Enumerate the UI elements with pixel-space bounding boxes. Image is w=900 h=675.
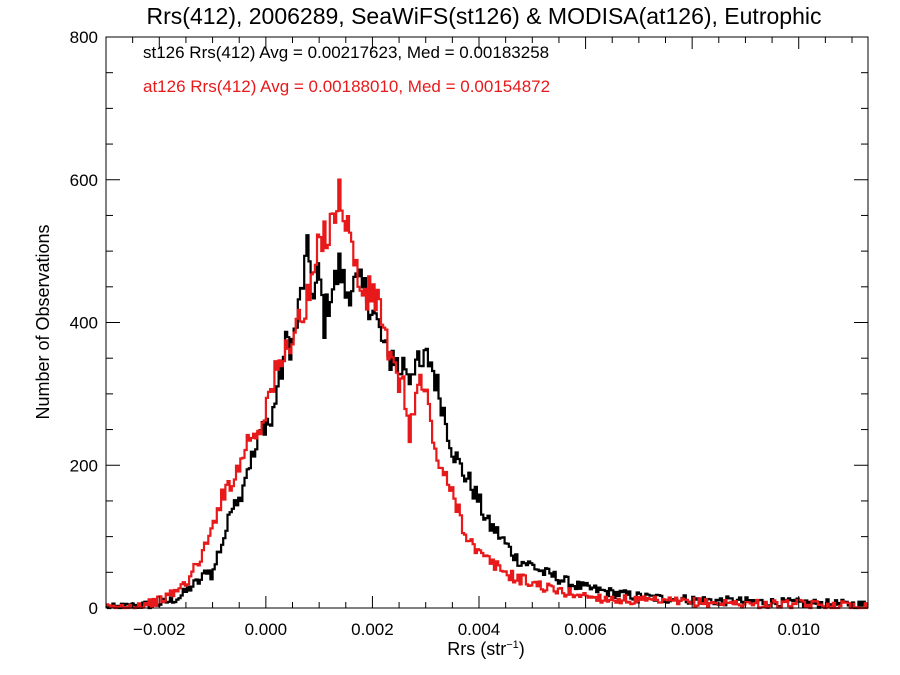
x-tick-label: −0.002 xyxy=(133,620,185,639)
x-tick-label: 0.000 xyxy=(245,620,288,639)
histogram-series-0 xyxy=(106,234,868,610)
chart-title: Rrs(412), 2006289, SeaWiFS(st126) & MODI… xyxy=(147,3,822,29)
y-tick-label: 400 xyxy=(70,314,98,333)
x-tick-label: 0.004 xyxy=(458,620,501,639)
x-tick-label: 0.002 xyxy=(351,620,394,639)
x-axis-label-base: Rrs (str xyxy=(447,639,506,659)
x-tick-label: 0.006 xyxy=(564,620,607,639)
series-layer xyxy=(106,178,868,610)
y-tick-label: 0 xyxy=(89,599,98,618)
x-axis-label: Rrs (str−1) xyxy=(447,639,525,659)
y-tick-label: 800 xyxy=(70,28,98,47)
x-axis-label-end: ) xyxy=(519,639,525,659)
annotation-at126: at126 Rrs(412) Avg = 0.00188010, Med = 0… xyxy=(143,77,550,96)
ticks-layer: −0.002 0.000 0.002 0.004 0.006 0.008 0.010 0 200… xyxy=(70,28,868,639)
annotation-st126: st126 Rrs(412) Avg = 0.00217623, Med = 0… xyxy=(143,43,549,62)
y-tick-label: 600 xyxy=(70,171,98,190)
plot-frame xyxy=(105,36,869,609)
y-tick-label: 200 xyxy=(70,456,98,475)
x-tick-label: 0.008 xyxy=(671,620,714,639)
x-axis-label-superscript: −1 xyxy=(506,639,519,651)
histogram-series-1 xyxy=(106,178,868,610)
y-axis-label: Number of Observations xyxy=(33,224,53,419)
x-tick-label: 0.010 xyxy=(777,620,820,639)
